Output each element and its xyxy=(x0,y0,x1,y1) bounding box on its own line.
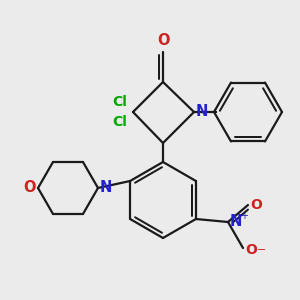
Text: Cl: Cl xyxy=(112,95,127,109)
Text: N: N xyxy=(196,104,208,119)
Text: +: + xyxy=(240,211,248,221)
Text: Cl: Cl xyxy=(112,115,127,129)
Text: N: N xyxy=(230,214,242,230)
Text: O: O xyxy=(157,33,169,48)
Text: O: O xyxy=(250,198,262,212)
Text: N: N xyxy=(100,181,112,196)
Text: O: O xyxy=(23,181,36,196)
Text: −: − xyxy=(257,245,266,255)
Text: O: O xyxy=(245,243,257,257)
